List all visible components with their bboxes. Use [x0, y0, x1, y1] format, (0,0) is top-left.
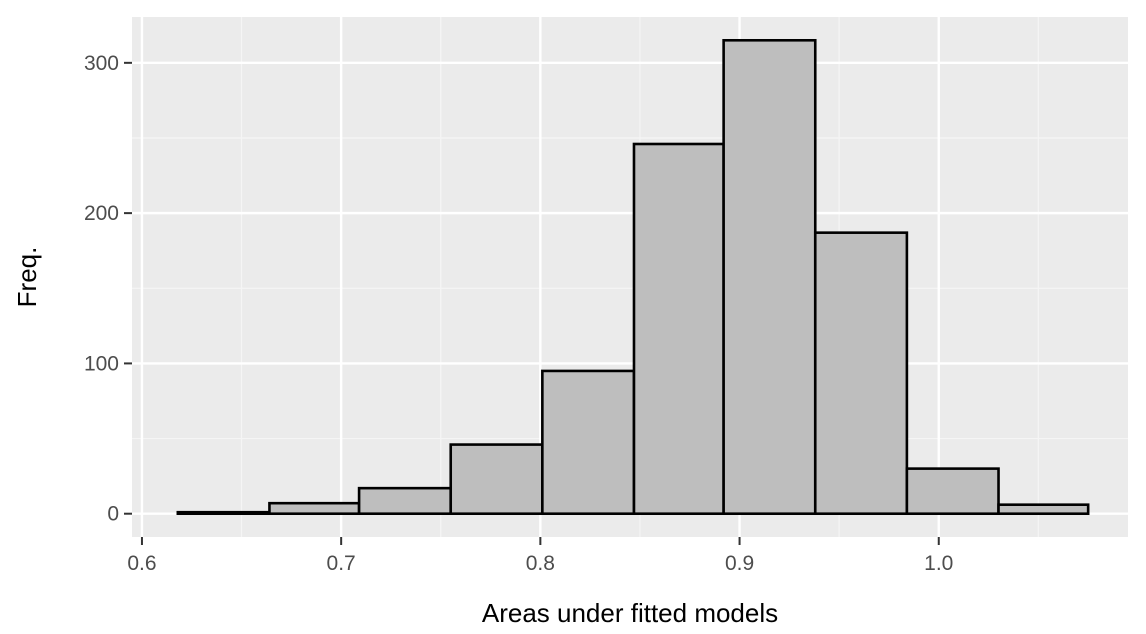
histogram-bar [268, 501, 361, 516]
y-axis-title: Freq. [12, 247, 42, 308]
histogram-bar [997, 503, 1090, 516]
histogram-bar [176, 510, 271, 516]
histogram-bars [176, 38, 1090, 516]
x-tick-label: 1.0 [924, 552, 953, 575]
histogram-bar [722, 38, 817, 516]
histogram-bar [541, 369, 636, 516]
y-tick-label: 200 [84, 202, 119, 225]
x-tick-label: 0.7 [327, 552, 356, 575]
x-axis: 0.6 0.7 0.8 0.9 1.0 [127, 537, 953, 575]
y-axis: 0 100 200 300 [84, 52, 132, 526]
x-axis-title: Areas under fitted models [482, 598, 778, 628]
histogram-bar [632, 142, 725, 516]
x-tick-label: 0.9 [725, 552, 754, 575]
y-tick-label: 0 [107, 503, 119, 526]
y-tick-label: 300 [84, 52, 119, 75]
histogram-bar [357, 486, 453, 516]
y-tick-label: 100 [84, 352, 119, 375]
x-tick-label: 0.6 [127, 552, 156, 575]
x-tick-label: 0.8 [526, 552, 555, 575]
histogram-bar [449, 443, 544, 516]
histogram-bar [905, 467, 1000, 516]
histogram-bar [813, 231, 909, 516]
